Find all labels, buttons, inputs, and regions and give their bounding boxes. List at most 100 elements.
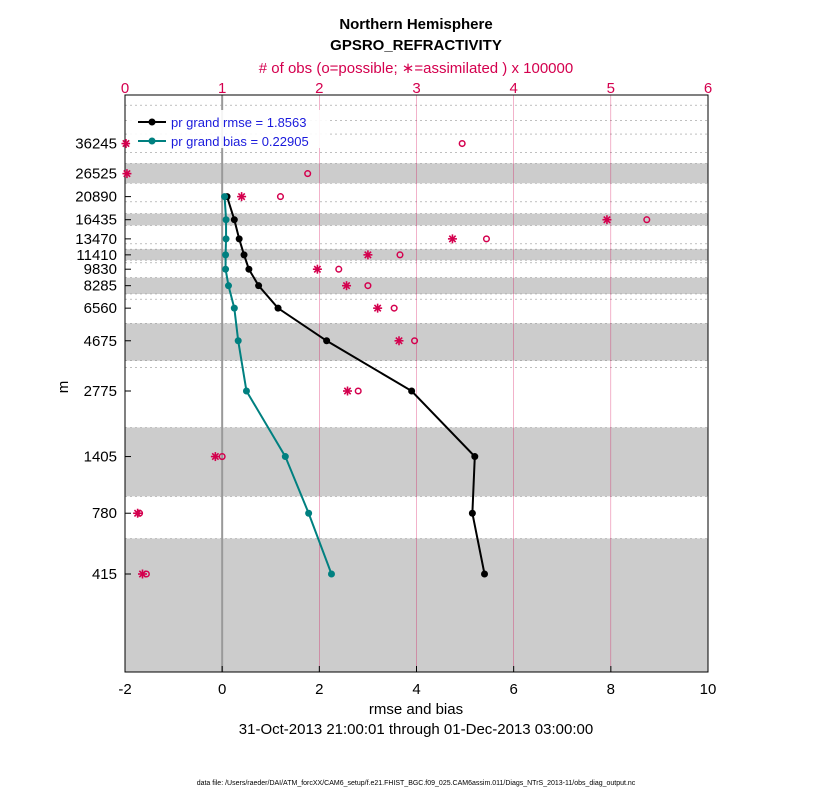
obs-possible-marker [354, 387, 362, 395]
obs-assimilated-marker [394, 336, 404, 346]
obs-assimilated-marker [447, 234, 457, 244]
legend-marker-rmse [148, 118, 156, 126]
obs-possible-marker [411, 337, 419, 345]
y-tick-label: 6560 [84, 300, 117, 317]
legend-label-rmse: pr grand rmse = 1.8563 [171, 115, 307, 130]
y-tick-label: 2775 [84, 383, 117, 400]
top-x-tick-label: 2 [315, 80, 323, 97]
obs-assimilated-marker [342, 281, 352, 291]
obs-possible-marker [364, 282, 372, 290]
x-tick-label: 6 [509, 681, 517, 698]
x-tick-label: 0 [218, 681, 226, 698]
y-axis-label: m [55, 381, 72, 394]
series-point-rmse [408, 387, 416, 395]
obs-assimilated-stroke [122, 139, 130, 148]
obs-assimilated-stroke [373, 304, 382, 312]
top-x-tick-label: 1 [218, 80, 226, 97]
date-range: 31-Oct-2013 21:00:01 through 01-Dec-2013… [239, 721, 593, 738]
legend-marker-bias [148, 137, 156, 145]
x-tick-label: -2 [118, 681, 131, 698]
chart-title: Northern Hemisphere [339, 16, 492, 33]
obs-assimilated-stroke [603, 215, 611, 224]
obs-count-axis-title: # of obs (o=possible; ∗=assimilated ) x … [259, 60, 573, 77]
y-tick-label: 1405 [84, 449, 117, 466]
obs-assimilated-stroke [138, 570, 147, 578]
series-point-bias [242, 387, 250, 395]
obs-assimilated-stroke [133, 509, 142, 517]
x-tick-label: 8 [607, 681, 615, 698]
series-point-bias [224, 282, 232, 290]
x-axis-label: rmse and bias [369, 701, 463, 718]
series-point-bias [221, 193, 229, 201]
obs-possible-marker [304, 170, 312, 178]
series-point-rmse [481, 570, 489, 578]
y-tick-label: 11410 [76, 247, 117, 264]
y-tick-label: 415 [92, 566, 117, 583]
legend-label-bias: pr grand bias = 0.22905 [171, 134, 309, 149]
top-x-tick-label: 0 [121, 80, 129, 97]
obs-assimilated-marker [373, 303, 383, 313]
obs-assimilated-marker [237, 192, 247, 202]
top-x-tick-label: 3 [412, 80, 420, 97]
y-tick-label: 780 [92, 505, 117, 522]
series-point-rmse [235, 235, 243, 243]
obs-assimilated-marker [210, 452, 220, 462]
series-point-rmse [323, 337, 331, 345]
data-file-footnote: data file: /Users/raeder/DAI/ATM_forcXX/… [197, 780, 636, 787]
obs-possible-marker [458, 139, 466, 148]
x-tick-label: 10 [700, 681, 717, 698]
obs-assimilated-stroke [342, 281, 351, 290]
obs-possible-marker [390, 304, 398, 312]
obs-possible-marker [396, 251, 404, 259]
chart-subtitle: GPSRO_REFRACTIVITY [330, 37, 502, 54]
series-point-rmse [240, 251, 248, 259]
series-point-bias [222, 251, 230, 259]
obs-assimilated-stroke [448, 235, 457, 243]
y-tick-label: 16435 [75, 212, 117, 229]
x-tick-label: 4 [412, 681, 420, 698]
series-point-bias [222, 235, 230, 243]
y-tick-label: 36245 [75, 136, 117, 153]
top-x-tick-label: 4 [509, 80, 517, 97]
series-point-rmse [255, 282, 263, 290]
obs-assimilated-marker [343, 386, 353, 396]
y-tick-label: 20890 [75, 189, 117, 206]
series-point-rmse [245, 265, 253, 273]
obs-assimilated-marker [137, 569, 147, 579]
series-point-bias [305, 509, 313, 517]
top-x-tick-label: 5 [607, 80, 615, 97]
series-point-bias [230, 304, 238, 312]
obs-assimilated-stroke [211, 452, 220, 461]
series-point-bias [234, 337, 242, 345]
y-tick-label: 9830 [84, 261, 117, 278]
plot-area: 0 1 2 3 4 5 6 -2 0 2 4 6 8 10 36245 26525 20890 16435 1347… [75, 80, 716, 698]
series-point-bias [222, 216, 230, 224]
x-tick-label: 2 [315, 681, 323, 698]
obs-possible-marker [335, 265, 343, 273]
y-tick-label: 4675 [84, 333, 117, 350]
obs-possible-marker [643, 216, 651, 224]
obs-assimilated-stroke [313, 265, 322, 273]
obs-assimilated-marker [122, 169, 132, 179]
series-point-rmse [230, 216, 238, 224]
obs-assimilated-stroke [395, 337, 403, 345]
obs-assimilated-marker [133, 508, 143, 518]
obs-possible-marker [276, 193, 285, 201]
obs-assimilated-stroke [364, 251, 372, 259]
obs-assimilated-stroke [237, 192, 246, 201]
series-point-rmse [274, 304, 282, 312]
series-point-bias [327, 570, 335, 578]
obs-assimilated-stroke [123, 169, 131, 178]
series-point-bias [281, 453, 289, 461]
obs-possible-marker [482, 235, 491, 243]
obs-assimilated-marker [363, 250, 373, 260]
obs-assimilated-stroke [343, 387, 352, 395]
y-tick-label: 13470 [75, 231, 117, 248]
series-point-rmse [471, 453, 479, 461]
series-point-bias [222, 265, 230, 273]
y-tick-label: 26525 [75, 166, 117, 183]
obs-assimilated-marker [121, 139, 131, 149]
y-tick-label: 8285 [84, 278, 117, 295]
series-point-rmse [468, 509, 476, 517]
